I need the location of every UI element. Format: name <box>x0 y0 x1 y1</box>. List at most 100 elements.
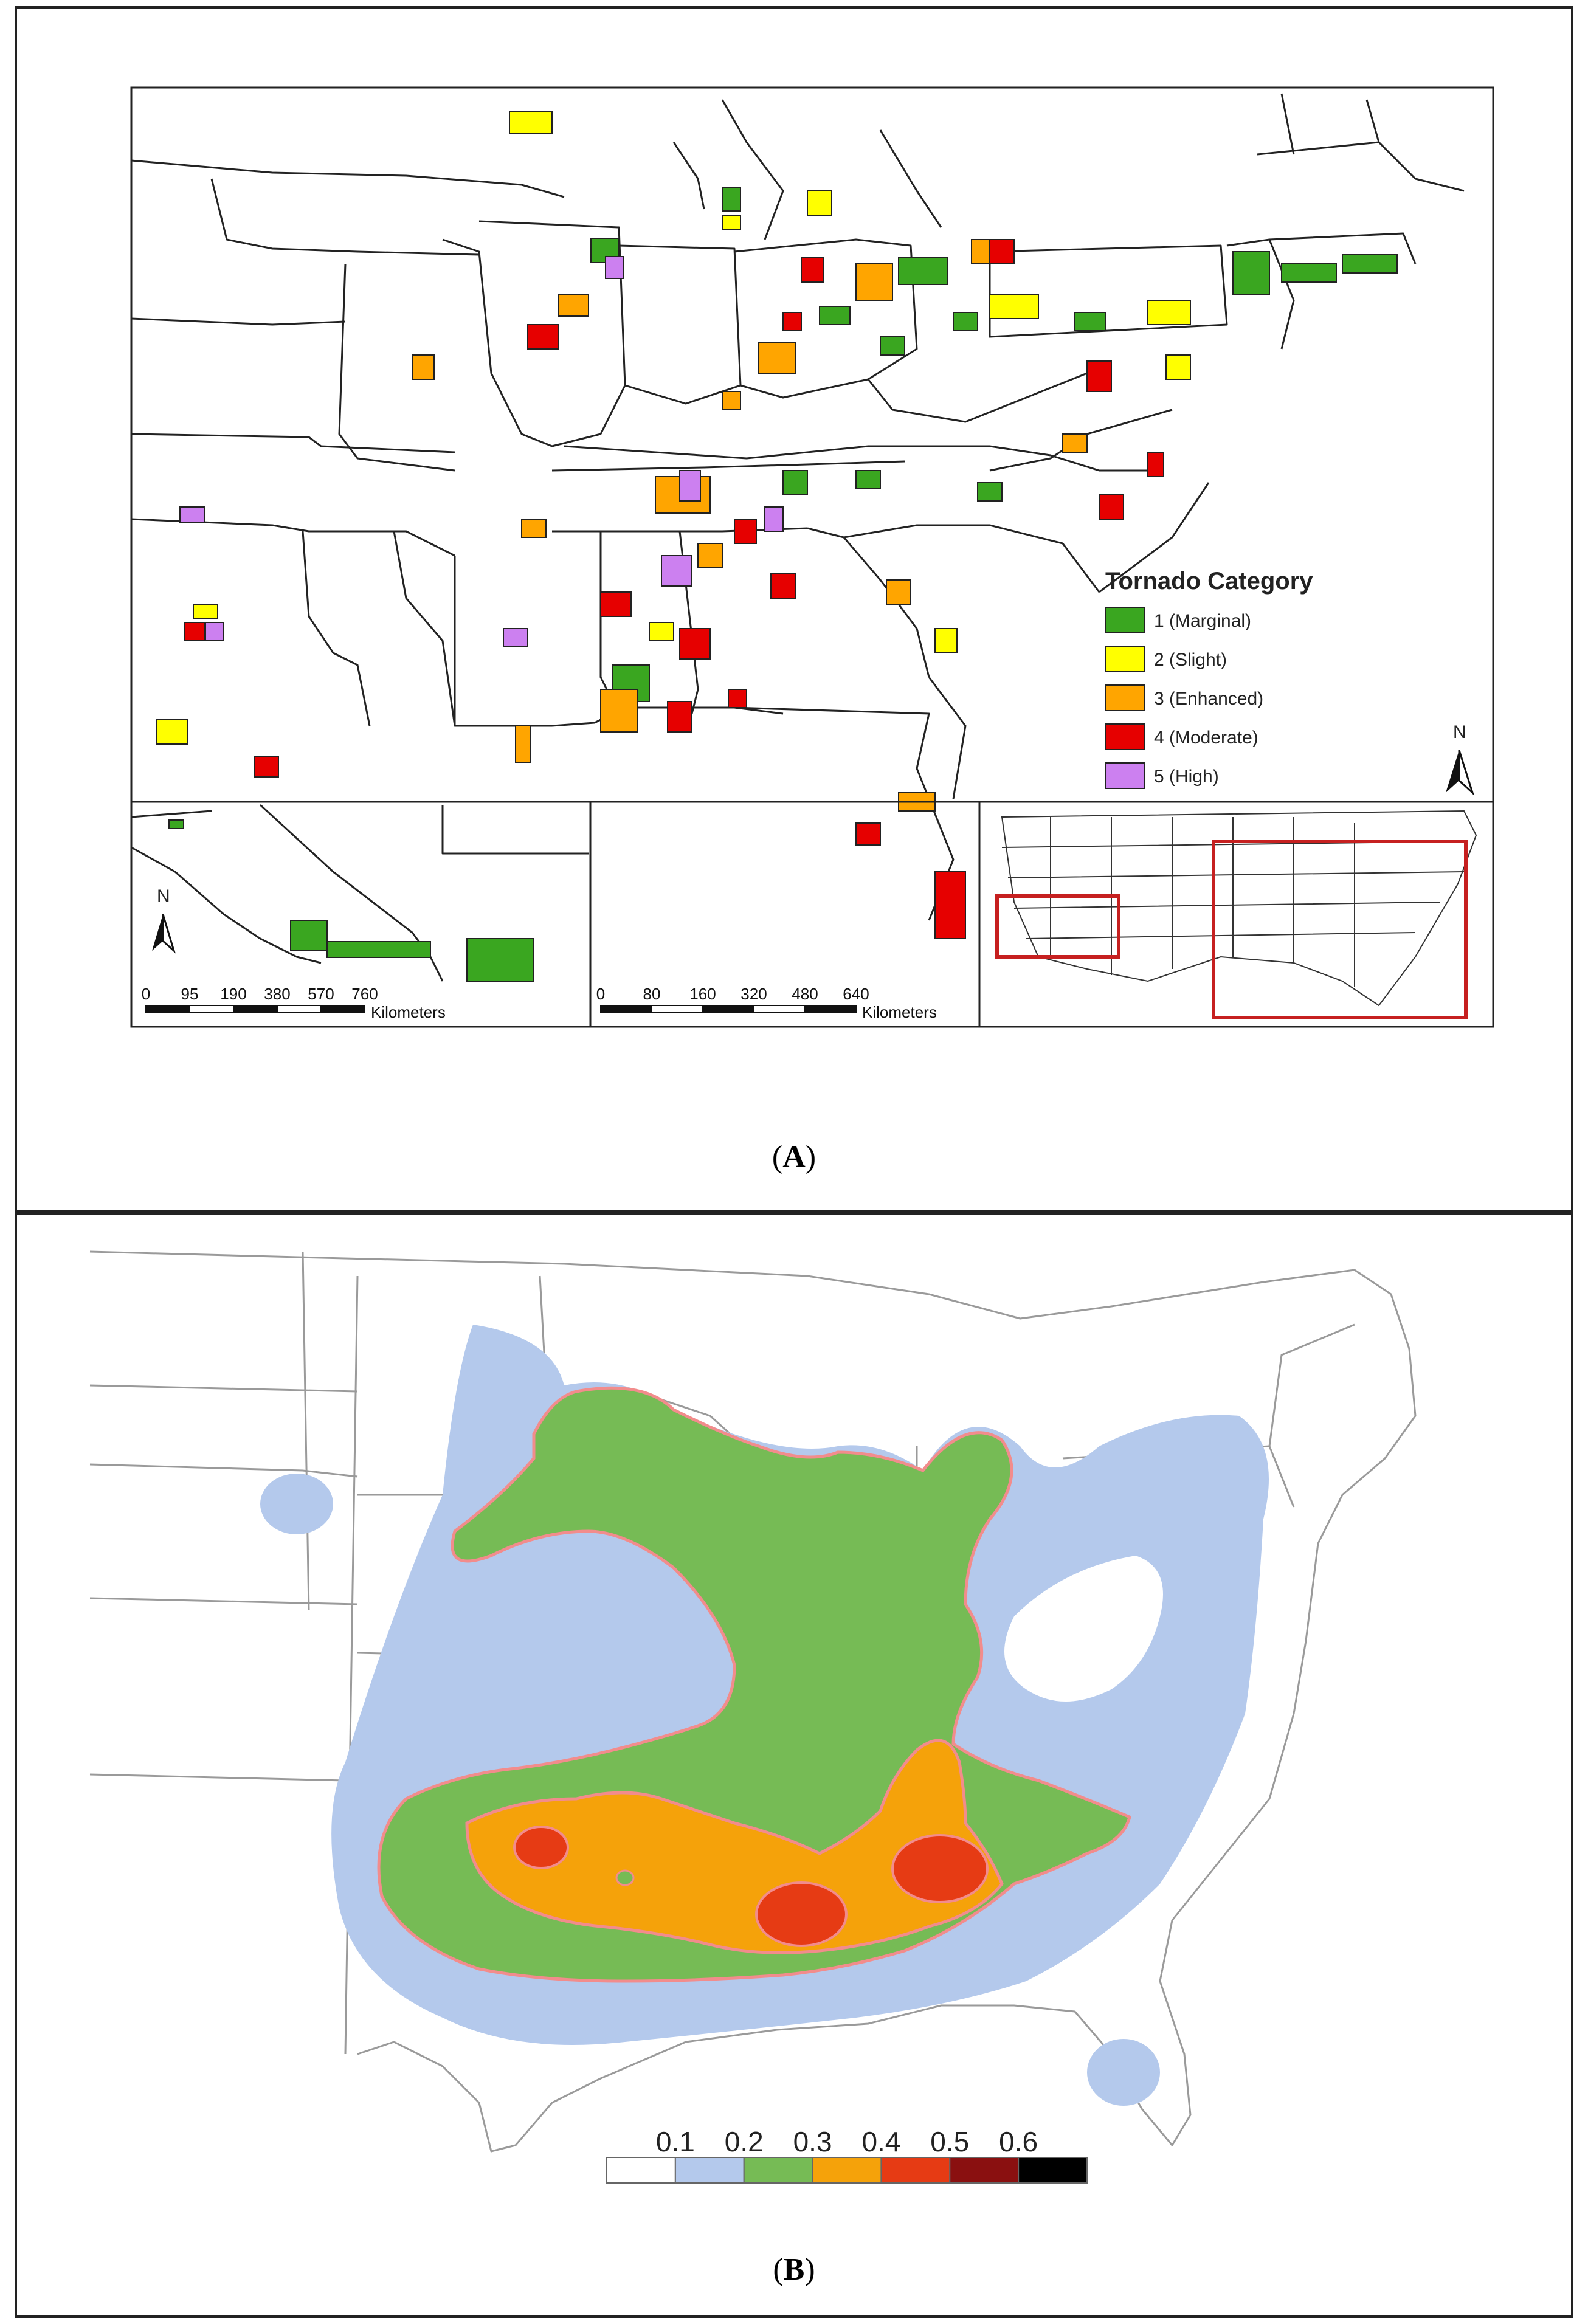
colorbar-label: 0.1 <box>656 2126 695 2157</box>
tornado-area <box>801 257 824 283</box>
scale-tick-label: 480 <box>792 985 818 1003</box>
tornado-area <box>509 111 553 134</box>
tornado-area <box>1165 354 1191 380</box>
scale-tick-label: 0 <box>142 985 150 1003</box>
overview-inset <box>978 801 1494 1028</box>
contour-0-3 <box>615 1869 635 1886</box>
scale-segment <box>702 1005 754 1013</box>
north-label: N <box>1453 722 1466 742</box>
tornado-area <box>1099 494 1124 520</box>
tornado-area <box>934 628 958 653</box>
tornado-area <box>1086 360 1112 392</box>
scale-unit: Kilometers <box>371 1003 446 1021</box>
colorbar-segment <box>1018 2157 1088 2184</box>
tornado-area <box>290 920 328 951</box>
north-label: N <box>157 886 170 906</box>
colorbar-segment <box>880 2157 951 2184</box>
tornado-area <box>466 938 534 982</box>
legend-swatch <box>1105 607 1145 633</box>
tornado-area <box>977 482 1003 502</box>
scale-segment <box>600 1005 652 1013</box>
legend-label: 3 (Enhanced) <box>1154 689 1263 709</box>
tornado-area <box>254 756 279 778</box>
inset-box-west <box>995 894 1120 959</box>
tornado-area <box>605 256 624 279</box>
scale-tick-label: 760 <box>351 985 378 1003</box>
legend-swatch <box>1105 723 1145 750</box>
tornado-area <box>679 470 701 502</box>
tornado-area <box>326 941 431 958</box>
caption-b: (B) <box>773 2252 815 2287</box>
tornado-area <box>558 294 589 317</box>
tornado-area <box>193 604 218 619</box>
tornado-area <box>989 294 1039 319</box>
tornado-legend: Tornado Category 1 (Marginal) 2 (Slight) 3… <box>1105 568 1313 789</box>
contour-0-2 <box>1087 2039 1160 2106</box>
panel-a-map: Tornado Category 1 (Marginal) 2 (Slight) 3… <box>130 86 1494 1028</box>
contour-0-5 <box>755 1881 848 1947</box>
tornado-area <box>179 506 205 523</box>
tornado-area <box>989 239 1015 264</box>
tornado-area <box>412 354 435 380</box>
scale-segment <box>320 1005 365 1013</box>
legend-swatch <box>1105 762 1145 789</box>
contour-0-5 <box>891 1834 989 1903</box>
tornado-area <box>1147 452 1164 477</box>
tornado-area <box>782 312 802 331</box>
colorbar-segment <box>674 2157 745 2184</box>
scale-segment <box>804 1005 857 1013</box>
tornado-polygons <box>156 111 1398 939</box>
scale-tick-label: 320 <box>740 985 767 1003</box>
panel-b-map: 0.1 0.2 0.3 0.4 0.5 0.6 <box>89 1250 1417 2184</box>
scale-segment <box>189 1005 234 1013</box>
tornado-area <box>205 622 224 641</box>
tornado-area <box>168 819 184 829</box>
contour-0-5 <box>513 1826 569 1869</box>
tornado-area <box>855 822 881 846</box>
colorbar-label: 0.4 <box>861 2126 900 2157</box>
tornado-area <box>515 725 531 763</box>
legend-title: Tornado Category <box>1105 568 1313 595</box>
legend-label: 1 (Marginal) <box>1154 611 1251 631</box>
tornado-area <box>600 689 638 733</box>
colorbar-label: 0.5 <box>930 2126 969 2157</box>
tornado-area <box>661 555 692 587</box>
legend-label: 4 (Moderate) <box>1154 728 1258 748</box>
tornado-area <box>764 506 784 532</box>
tornado-area <box>527 324 559 350</box>
probability-contours <box>260 1325 1269 2106</box>
tornado-area <box>503 628 528 647</box>
tornado-area <box>649 622 674 641</box>
tornado-area <box>1074 312 1106 331</box>
colorbar: 0.1 0.2 0.3 0.4 0.5 0.6 <box>606 2126 1088 2184</box>
tornado-area <box>1281 263 1337 283</box>
tornado-area <box>819 306 851 325</box>
tornado-area <box>807 190 832 216</box>
tornado-area <box>855 263 893 301</box>
contour-0-4 <box>465 1739 1004 1954</box>
colorbar-segment <box>743 2157 813 2184</box>
north-arrow: N <box>152 886 176 954</box>
scale-tick-label: 190 <box>220 985 246 1003</box>
tornado-area <box>934 871 966 939</box>
north-arrow: N <box>1446 722 1475 796</box>
panel-a: Tornado Category 1 (Marginal) 2 (Slight) 3… <box>15 6 1573 1213</box>
panel-b: 0.1 0.2 0.3 0.4 0.5 0.6 (B) <box>15 1213 1573 2318</box>
scale-segment <box>651 1005 703 1013</box>
scale-segment <box>753 1005 806 1013</box>
scale-tick-label: 95 <box>181 985 199 1003</box>
colorbar-segment <box>812 2157 882 2184</box>
scale-tick-label: 640 <box>843 985 869 1003</box>
scale-unit: Kilometers <box>862 1003 937 1021</box>
contour-hole <box>1004 1556 1163 1702</box>
tornado-area <box>734 519 757 544</box>
tornado-area <box>1062 433 1088 453</box>
tornado-area <box>679 628 711 660</box>
tornado-area <box>855 470 881 489</box>
legend-label: 5 (High) <box>1154 767 1219 787</box>
tornado-area <box>953 312 978 331</box>
contour-0-2 <box>260 1474 333 1534</box>
tornado-area <box>722 391 741 410</box>
